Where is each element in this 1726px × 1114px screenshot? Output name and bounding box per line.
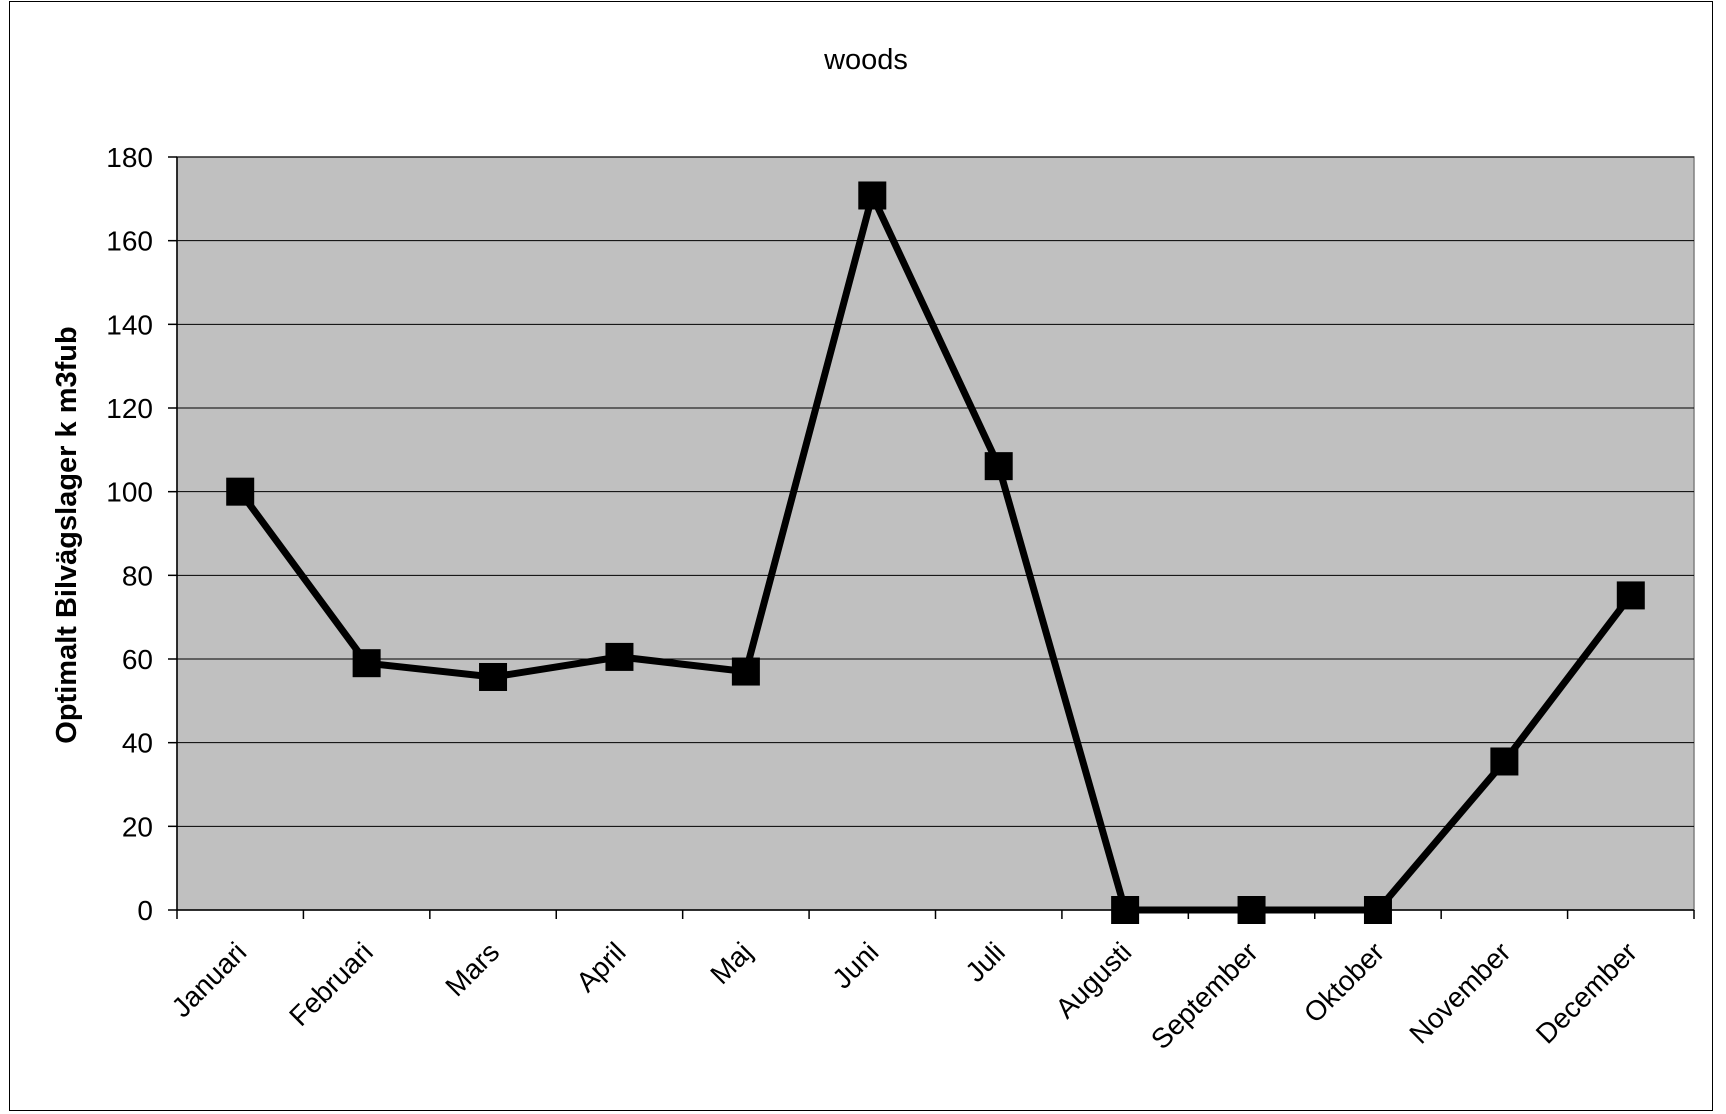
x-tick-label: April bbox=[570, 936, 632, 998]
x-tick-label: Juni bbox=[826, 936, 884, 994]
plot-area: 0 20 40 60 80 100 120 140 160 180 Januari Februari M… bbox=[106, 142, 1695, 1055]
data-point-marker bbox=[352, 649, 381, 678]
y-tick-label: 140 bbox=[106, 309, 153, 340]
x-tick-label: November bbox=[1403, 936, 1516, 1049]
chart-title: woods bbox=[823, 44, 908, 76]
data-point-marker bbox=[1111, 896, 1140, 924]
y-tick-label: 120 bbox=[106, 393, 153, 424]
data-point-marker bbox=[1363, 896, 1392, 924]
series-line bbox=[237, 185, 1634, 914]
x-tick-label: September bbox=[1145, 936, 1264, 1055]
data-point-marker bbox=[605, 642, 634, 671]
x-tick-label: Juli bbox=[959, 936, 1011, 988]
y-tick-label: 20 bbox=[122, 811, 153, 842]
y-tick-label: 100 bbox=[106, 477, 153, 508]
y-tick-label: 0 bbox=[137, 895, 153, 926]
y-tick-label: 60 bbox=[122, 644, 153, 675]
y-tick-label: 40 bbox=[122, 728, 153, 759]
data-point-marker bbox=[731, 657, 760, 686]
data-point-marker bbox=[858, 181, 887, 210]
x-tick-label: Maj bbox=[704, 936, 758, 990]
plot-background bbox=[176, 156, 1695, 911]
y-tick-label: 160 bbox=[106, 226, 153, 257]
data-point-marker bbox=[984, 452, 1013, 481]
y-tick-label: 180 bbox=[106, 142, 153, 173]
data-point-marker bbox=[1490, 747, 1519, 776]
data-point-marker bbox=[226, 477, 255, 506]
x-tick-label: Januari bbox=[166, 936, 253, 1023]
data-point-marker bbox=[1616, 581, 1645, 610]
x-tick-label: Augusti bbox=[1049, 936, 1137, 1024]
data-point-marker bbox=[1237, 896, 1266, 924]
x-tick-label: December bbox=[1530, 936, 1643, 1049]
x-tick-label: Februari bbox=[283, 936, 379, 1032]
y-axis-title: Optimalt Bilvägslager k m3fub bbox=[51, 326, 83, 743]
data-point-marker bbox=[479, 662, 508, 691]
x-tick-label: Mars bbox=[439, 936, 505, 1002]
x-tick-label: Oktober bbox=[1298, 936, 1390, 1028]
y-tick-label: 80 bbox=[122, 560, 153, 591]
